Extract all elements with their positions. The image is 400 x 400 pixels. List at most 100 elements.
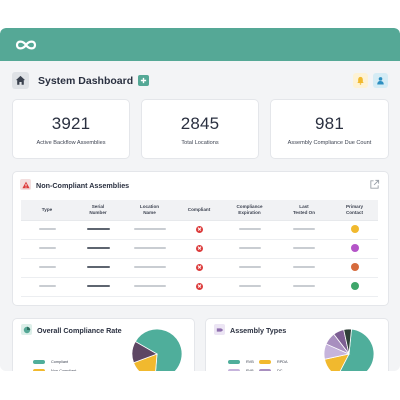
tag-icon: [214, 324, 225, 335]
legend-label: RVB: [246, 360, 254, 364]
placeholder-bar: [133, 228, 166, 231]
placeholder-bar: [133, 247, 166, 250]
warning-triangle-icon: [21, 181, 30, 188]
table-card-header: Non-Compliant Assemblies: [20, 179, 380, 191]
placeholder-bar: [86, 266, 110, 269]
placeholder-bar: [38, 247, 56, 250]
pie-slice-rvb[interactable]: [338, 328, 375, 371]
stat-card-active-assemblies[interactable]: 3921 Active Backflow Assemblies: [12, 99, 130, 159]
placeholder-bar: [238, 285, 261, 288]
legend-swatch: [33, 360, 45, 364]
avatar[interactable]: [350, 244, 359, 253]
column-header-location-name[interactable]: Location Name: [123, 200, 176, 221]
assembly-pie-chart: [323, 328, 375, 371]
legend-label: Compliant: [51, 360, 69, 364]
placeholder-bar: [86, 247, 110, 250]
legend-label: DC: [277, 369, 283, 371]
legend-swatch: [259, 360, 271, 364]
legend-item[interactable]: Compliant: [33, 358, 76, 366]
non-compliant-icon: [195, 282, 203, 290]
placeholder-bar: [86, 285, 110, 288]
placeholder-bar: [38, 266, 56, 269]
page-title: System Dashboard: [38, 75, 134, 87]
placeholder-bar: [38, 285, 56, 288]
non-compliant-icon: [195, 244, 203, 252]
compliance-pie-chart: [131, 328, 183, 371]
stat-label: Assembly Compliance Due Count: [287, 140, 372, 146]
non-compliant-icon: [195, 263, 203, 271]
table-header-row: Type Serial Number Location Name Compliant…: [21, 200, 378, 221]
column-header-type[interactable]: Type: [21, 200, 73, 221]
user-icon: [377, 77, 384, 85]
non-compliant-table: Type Serial Number Location Name Compliant…: [21, 200, 378, 297]
pie-slice-compliant[interactable]: [134, 328, 183, 371]
column-header-serial-number[interactable]: Serial Number: [73, 200, 123, 221]
legend-item[interactable]: RVB: [228, 358, 259, 366]
non-compliant-assemblies-card: Non-Compliant Assemblies Type Serial Numb…: [12, 171, 389, 306]
legend-swatch: [228, 360, 240, 364]
bell-icon: [357, 76, 364, 85]
stat-label: Total Locations: [181, 140, 219, 146]
avatar[interactable]: [350, 282, 359, 291]
legend-swatch: [33, 369, 45, 371]
notifications-button[interactable]: [353, 73, 368, 88]
home-icon: [15, 75, 26, 85]
legend-item[interactable]: PVB: [228, 367, 259, 371]
dashboard-header: System Dashboard: [12, 72, 390, 92]
legend-label: Non-Compliant: [51, 369, 77, 371]
legend-item[interactable]: DC: [259, 367, 290, 371]
warning-icon: [20, 179, 31, 190]
stat-card-total-locations[interactable]: 2845 Total Locations: [141, 99, 259, 159]
plus-icon: [140, 77, 147, 84]
legend-label: RPDA: [277, 360, 288, 364]
pie-chart-icon: [21, 324, 32, 335]
placeholder-bar: [38, 228, 56, 231]
legend-item[interactable]: RPDA: [259, 358, 290, 366]
placeholder-bar: [293, 266, 315, 269]
pie-slice-unknown[interactable]: [131, 341, 158, 364]
column-header-last-tested-on[interactable]: Last Tested On: [277, 200, 331, 221]
assembly-types-card: Assembly Types RVBRPDAPVBDCSVBDCDA: [205, 318, 389, 371]
add-button[interactable]: [138, 75, 149, 86]
table-row[interactable]: [21, 220, 378, 240]
chart-title: Assembly Types: [230, 326, 287, 335]
placeholder-bar: [293, 285, 315, 288]
avatar[interactable]: [350, 263, 359, 272]
infinity-logo[interactable]: [12, 37, 40, 53]
placeholder-bar: [293, 228, 315, 231]
top-bar: [0, 28, 400, 61]
non-compliant-icon: [195, 225, 203, 233]
placeholder-bar: [86, 228, 110, 231]
compliance-rate-card: Overall Compliance Rate Compliant Non-Com…: [12, 318, 195, 371]
placeholder-bar: [238, 247, 261, 250]
table-row[interactable]: [21, 239, 378, 259]
table-title: Non-Compliant Assemblies: [36, 181, 130, 190]
table-row[interactable]: [21, 277, 378, 297]
stat-card-compliance-due[interactable]: 981 Assembly Compliance Due Count: [270, 99, 389, 159]
legend-label: PVB: [246, 369, 254, 371]
placeholder-bar: [133, 285, 166, 288]
stat-value: 981: [315, 114, 344, 133]
external-link-icon[interactable]: [369, 179, 380, 190]
table-row[interactable]: [21, 258, 378, 278]
assembly-legend: RVBRPDAPVBDCSVBDCDA: [228, 358, 290, 371]
stat-value: 2845: [180, 114, 220, 133]
column-header-primary-contact[interactable]: Primary Contact: [331, 200, 378, 221]
column-header-compliance-expiration[interactable]: Compliance Expiration: [222, 200, 277, 221]
legend-swatch: [228, 369, 240, 371]
stat-label: Active Backflow Assemblies: [36, 140, 106, 146]
avatar[interactable]: [350, 225, 359, 234]
placeholder-bar: [238, 266, 261, 269]
home-button[interactable]: [12, 72, 29, 89]
user-menu-button[interactable]: [373, 73, 388, 88]
pie-slice-dcda[interactable]: [343, 328, 352, 355]
column-header-compliant[interactable]: Compliant: [176, 200, 222, 221]
placeholder-bar: [293, 247, 315, 250]
dashboard-window: System Dashboard 3921 Active Backflow As…: [0, 28, 400, 371]
legend-swatch: [259, 369, 271, 371]
stat-value: 3921: [51, 114, 91, 133]
legend-item[interactable]: Non-Compliant: [33, 367, 76, 371]
placeholder-bar: [133, 266, 166, 269]
placeholder-bar: [238, 228, 261, 231]
